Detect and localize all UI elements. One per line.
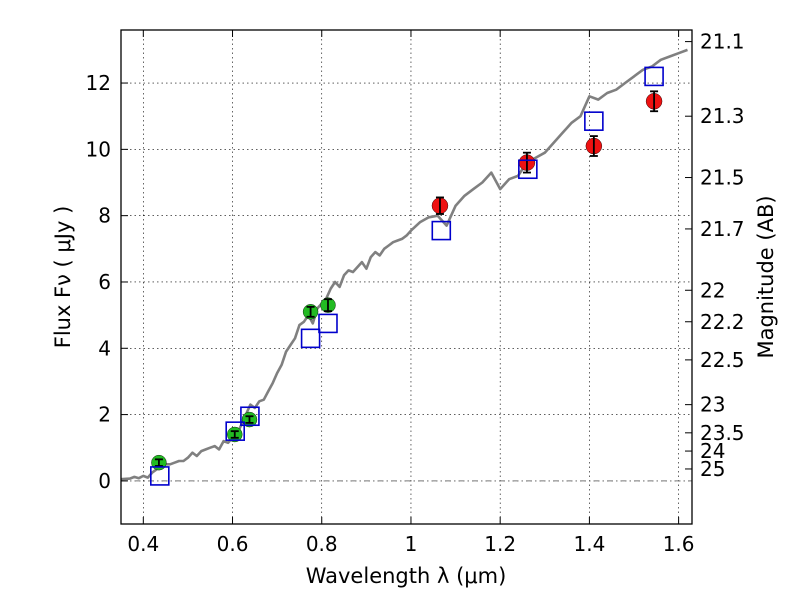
right-tick-label: 21.3 [700, 104, 745, 128]
spectrum-line [120, 48, 688, 481]
right-axis-label: Magnitude (AB) [754, 195, 778, 358]
right-tick-label: 22.5 [700, 348, 745, 372]
x-tick-label: 0.6 [217, 532, 249, 556]
y-tick-label: 2 [98, 403, 111, 427]
right-tick-label: 21.7 [700, 217, 745, 241]
right-tick-label: 21.1 [700, 30, 745, 54]
y-tick-label: 0 [98, 469, 111, 493]
y-tick-label: 12 [86, 71, 111, 95]
y-tick-label: 8 [98, 204, 111, 228]
y-tick-label: 4 [98, 336, 111, 360]
y-axis-label: Flux Fν ( μJy ) [51, 206, 75, 349]
x-tick-label: 0.8 [306, 532, 338, 556]
right-tick-label: 22 [700, 278, 725, 302]
plot-frame [120, 29, 693, 525]
x-tick-label: 1.2 [484, 532, 516, 556]
x-tick-label: 1.6 [663, 532, 695, 556]
model-band-square [644, 66, 664, 87]
x-axis-label: Wavelength λ (μm) [306, 564, 507, 588]
model-band-square [584, 111, 604, 131]
model-band-square [300, 328, 321, 349]
x-tick-label: 1.4 [573, 532, 605, 556]
right-tick-label: 23 [700, 393, 725, 417]
right-tick-label: 24 [700, 439, 725, 463]
right-tick-label: 23.5 [700, 421, 745, 445]
model-band-square [431, 220, 452, 241]
y-tick-label: 10 [86, 137, 111, 161]
plot-series [120, 48, 688, 486]
model-band-square [518, 159, 538, 180]
y-tick-label: 6 [98, 270, 111, 294]
x-tick-label: 1 [405, 532, 418, 556]
x-tick-label: 0.4 [127, 532, 159, 556]
model-band-square [240, 406, 260, 427]
model-band-square [225, 421, 245, 441]
model-band-square [318, 313, 338, 334]
axis-ticks: 0.4 0.6 0.8 1 1.2 1.4 1.602468101221.121.321.5… [86, 30, 745, 556]
right-tick-label: 21.5 [700, 166, 745, 190]
right-tick-label: 25 [700, 457, 725, 481]
model-band-square [150, 466, 170, 486]
right-tick-label: 22.2 [700, 310, 745, 334]
